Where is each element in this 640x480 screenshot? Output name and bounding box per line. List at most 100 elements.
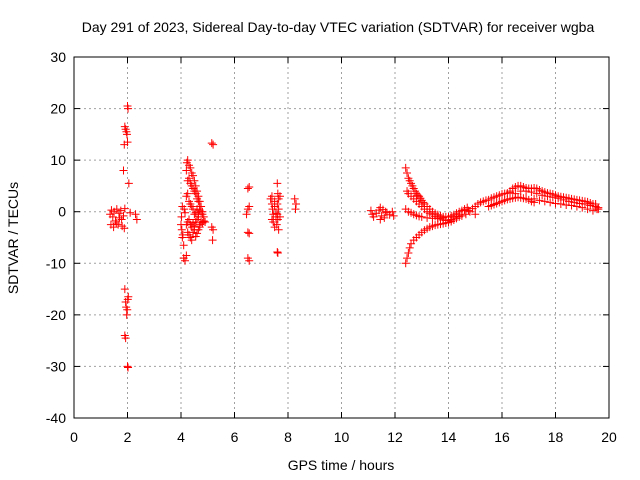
y-tick-label: -30 [46,358,66,374]
gridlines [74,57,609,418]
data-point [401,163,410,172]
data-point [275,192,284,201]
data-point [193,229,202,238]
data-point [190,176,199,185]
data-point [207,139,216,148]
data-point [123,362,132,371]
data-point [124,179,133,188]
data-point [594,205,603,214]
x-tick-label: 2 [124,429,132,445]
data-point [272,220,281,229]
data-point [209,140,218,149]
data-point [567,201,576,210]
y-tick-label: -20 [46,307,66,323]
data-point [108,212,117,221]
x-tick-label: 6 [231,429,239,445]
data-point [273,247,282,256]
data-point [194,210,203,219]
data-point [119,211,128,220]
y-tick-label: 10 [50,152,66,168]
data-point [114,220,123,229]
data-point [559,195,568,204]
data-point [417,212,426,221]
data-point [415,192,424,201]
data-point [535,196,544,205]
data-point [291,205,300,214]
data-point [183,189,192,198]
data-point [416,194,425,203]
data-point [181,256,190,265]
data-point [123,138,132,147]
data-point [195,223,204,232]
data-point [245,182,254,191]
data-point [551,199,560,208]
data-point [124,292,133,301]
data-point [194,197,203,206]
data-point [389,211,398,220]
data-point [403,169,412,178]
data-point [522,187,531,196]
data-point [366,206,375,215]
data-point [209,225,218,234]
data-point [185,174,194,183]
data-point [543,192,552,201]
data-point [187,236,196,245]
data-point [243,228,252,237]
data-point [124,104,133,113]
data-point [112,205,121,214]
data-point [548,193,557,202]
data-point [556,199,565,208]
data-point [274,205,283,214]
data-point [114,209,123,218]
data-point [122,130,131,139]
data-point [403,254,412,263]
data-point [275,212,284,221]
data-point [182,251,191,260]
x-tick-label: 20 [601,429,617,445]
x-tick-label: 12 [387,429,403,445]
data-point [121,334,130,343]
data-point [131,210,140,219]
x-axis-title: GPS time / hours [288,457,395,473]
data-point [464,206,473,215]
y-tick-label: -10 [46,255,66,271]
data-point [178,202,187,211]
data-point [274,225,283,234]
data-point [245,202,254,211]
data-point [208,236,217,245]
data-point [404,248,413,257]
data-point [126,208,135,217]
data-point [380,213,389,222]
data-point [124,363,133,372]
data-point [122,310,131,319]
data-point [562,201,571,210]
data-point [583,205,592,214]
x-tick-label: 4 [177,429,185,445]
y-tick-label: -40 [46,410,66,426]
data-point [530,194,539,203]
data-point [376,203,385,212]
data-point [177,225,186,234]
data-point [271,209,280,218]
data-point [290,194,299,203]
data-point [527,188,536,197]
data-point [117,215,126,224]
data-point [120,224,129,233]
data-point [119,166,128,175]
data-point [532,189,541,198]
chart-title: Day 291 of 2023, Sidereal Day-to-day VTE… [82,19,595,35]
data-point [243,184,252,193]
data-points [106,101,603,372]
data-point [292,199,301,208]
x-tick-label: 16 [494,429,510,445]
data-point [118,222,127,231]
data-point [112,219,121,228]
axis-ticks [73,56,610,419]
data-point [201,218,210,227]
data-point [179,241,188,250]
data-point [273,199,282,208]
data-point [267,192,276,201]
data-point [546,198,555,207]
data-point [401,259,410,268]
data-point [189,171,198,180]
